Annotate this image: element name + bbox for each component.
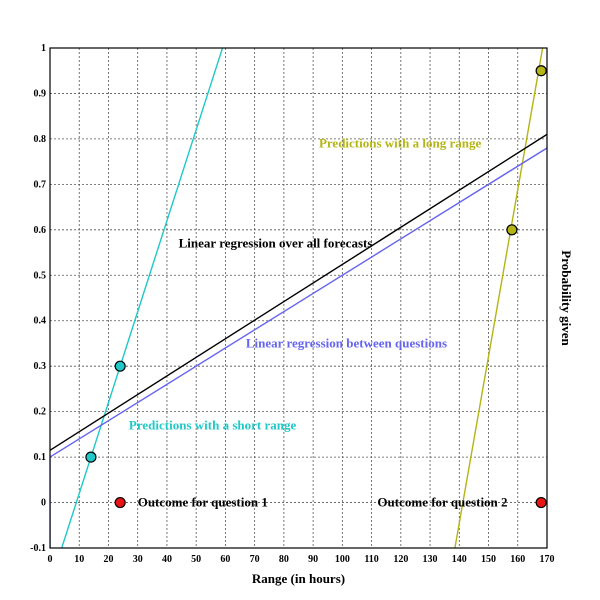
- x-tick-label: 20: [103, 554, 113, 565]
- y-tick-label: 0: [41, 498, 46, 509]
- y-tick-label: 1: [41, 43, 46, 54]
- y-tick-label: -0.1: [30, 543, 46, 554]
- data-point: [506, 224, 518, 236]
- series-line: [61, 48, 224, 548]
- y-tick-label: 0.5: [34, 270, 47, 281]
- x-tick-label: 40: [162, 554, 172, 565]
- y-axis-ticks: -0.1 0 0.1 0.2 0.3 0.4 0.5 0.6 0.7 0.8 0.9 1: [30, 43, 46, 554]
- x-tick-label: 110: [364, 554, 378, 565]
- y-tick-label: 0.9: [34, 88, 47, 99]
- x-tick-label: 130: [423, 554, 438, 565]
- annotation-label: Outcome for question 2: [377, 495, 507, 510]
- x-tick-label: 150: [481, 554, 496, 565]
- y-tick-label: 0.2: [34, 407, 47, 418]
- x-tick-label: 140: [452, 554, 467, 565]
- x-axis-title: Range (in hours): [252, 571, 345, 586]
- x-tick-label: 100: [335, 554, 350, 565]
- annotation-label: Linear regression between questions: [246, 335, 447, 350]
- series-points: [85, 65, 547, 509]
- y-tick-label: 0.1: [34, 452, 47, 463]
- x-tick-label: 70: [250, 554, 260, 565]
- x-tick-label: 80: [279, 554, 289, 565]
- series-line: [454, 48, 544, 548]
- x-tick-label: 0: [48, 554, 53, 565]
- data-point: [114, 496, 126, 509]
- y-tick-label: 0.4: [34, 316, 47, 327]
- x-tick-label: 50: [191, 554, 201, 565]
- annotation-label: Predictions with a long range: [319, 135, 481, 150]
- data-point: [114, 360, 126, 372]
- data-point: [85, 451, 97, 463]
- x-tick-label: 60: [220, 554, 230, 565]
- annotations: Predictions with a long range Linear regr…: [129, 135, 508, 509]
- data-point: [535, 496, 547, 509]
- series-lines: [50, 48, 547, 548]
- x-tick-label: 90: [308, 554, 318, 565]
- y-tick-label: 0.6: [34, 225, 47, 236]
- plot-frame: [49, 47, 548, 549]
- y-tick-label: 0.8: [34, 134, 47, 145]
- data-point: [535, 65, 547, 77]
- y-axis-title: Probability given: [559, 250, 574, 346]
- y-tick-label: 0.3: [34, 361, 47, 372]
- grid: [50, 48, 547, 548]
- annotation-label: Predictions with a short range: [129, 417, 297, 432]
- y-tick-label: 0.7: [34, 179, 47, 190]
- annotation-label: Linear regression over all forecasts: [179, 235, 373, 250]
- x-tick-label: 160: [510, 554, 525, 565]
- x-axis-ticks: 0 10 20 30 40 50 60 70 80 90 100 110 120 130 140 150 160…: [48, 554, 555, 565]
- series-line: [50, 147, 547, 458]
- x-tick-label: 170: [540, 554, 555, 565]
- series-line: [50, 133, 547, 451]
- x-tick-label: 30: [133, 554, 143, 565]
- x-tick-label: 120: [393, 554, 408, 565]
- annotation-label: Outcome for question 1: [138, 495, 268, 510]
- x-tick-label: 10: [74, 554, 84, 565]
